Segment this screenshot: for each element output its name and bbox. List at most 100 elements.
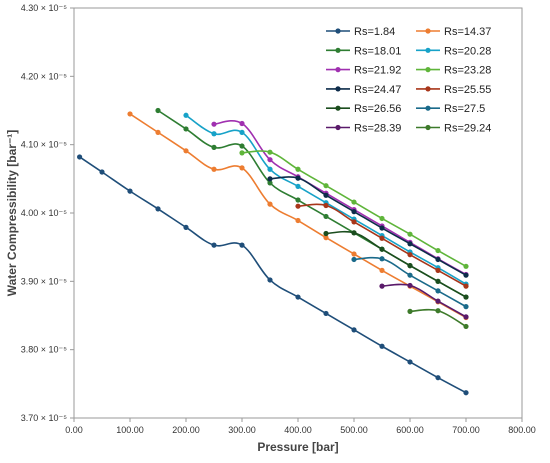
legend-label: Rs=26.56 [354,103,401,115]
data-point [211,166,217,172]
data-point [463,283,469,289]
data-point [407,308,413,314]
data-point [435,278,441,284]
x-axis: 0.00 100.00 200.00 300.00 400.00 500.00 600.00… [65,418,536,435]
legend-label: Rs=29.24 [444,123,491,135]
y-tick-label: 4.10 × 10⁻⁵ [21,140,68,150]
series-line [269,176,467,276]
data-point [323,213,329,220]
data-point [323,192,329,198]
data-point [239,143,245,149]
data-point [239,242,245,248]
data-point [435,298,441,304]
x-tick-label: 600.00 [396,425,424,435]
legend-item: Rs=14.37 [416,26,491,38]
x-axis-title: Pressure [bar] [257,440,338,454]
legend-label: Rs=14.37 [444,26,491,38]
series-line [381,283,467,318]
data-point [379,283,385,289]
legend-label: Rs=24.47 [354,84,401,96]
series-line [157,109,467,298]
data-point [435,308,441,314]
legend-label: Rs=28.39 [354,123,401,135]
data-point [435,256,441,263]
series-Rs=26.56 [323,230,469,300]
series-Rs=25.55 [295,202,469,289]
data-point [351,199,357,205]
legend-swatch-marker [335,28,341,34]
legend-swatch-marker [425,105,431,111]
data-point [211,131,217,137]
data-point [267,157,273,163]
y-tick-label: 3.80 × 10⁻⁵ [21,345,68,355]
legend-item: Rs=23.28 [416,65,491,77]
data-point [239,165,245,171]
data-point [127,111,133,117]
legend-swatch-marker [335,47,341,53]
data-point [407,241,413,247]
legend-swatch-marker [425,86,431,92]
data-point [463,323,469,330]
legend-item: Rs=20.28 [416,45,491,57]
legend-label: Rs=1.84 [354,26,395,38]
data-point [295,217,301,224]
legend-label: Rs=21.92 [354,65,401,77]
series-Rs=20.28 [183,112,469,287]
data-point [295,294,301,300]
data-point [267,201,273,207]
data-point [183,126,189,132]
legend-swatch-marker [425,124,431,131]
data-point [323,183,329,189]
data-point [267,277,273,283]
data-point [379,267,385,273]
legend-swatch-marker [425,67,431,73]
legend-item: Rs=26.56 [326,103,401,115]
data-point [183,112,189,118]
data-point [463,390,469,396]
y-tick-label: 4.30 × 10⁻⁵ [21,3,68,13]
x-tick-label: 800.00 [508,425,536,435]
data-point [183,224,189,230]
data-point [295,175,301,181]
series-line [325,230,467,298]
data-point [323,202,329,209]
data-point [351,230,357,236]
x-tick-label: 400.00 [284,425,312,435]
data-point [379,246,385,252]
data-point [323,235,329,241]
legend-swatch-marker [425,28,431,34]
data-point [211,121,217,127]
y-tick-label: 4.20 × 10⁻⁵ [21,71,68,81]
series-layer [77,107,469,396]
legend-swatch-marker [335,105,341,111]
data-point [407,359,413,365]
data-point [351,256,357,263]
legend-item: Rs=24.47 [326,84,401,96]
data-point [239,120,245,127]
data-point [379,343,385,349]
data-point [211,242,217,248]
data-point [295,197,301,203]
data-point [183,148,189,154]
series-Rs=18.01 [155,107,469,300]
y-axis-title: Water Compressibility [bar⁻¹] [5,130,19,297]
data-point [463,263,469,269]
legend-item: Rs=29.24 [416,123,491,135]
legend-item: Rs=18.01 [326,45,401,57]
legend-item: Rs=1.84 [326,26,395,38]
data-point [407,282,413,289]
data-point [323,310,329,317]
data-point [463,314,469,320]
data-point [463,294,469,300]
data-point [351,219,357,225]
data-point [239,129,245,135]
series-Rs=1.84 [77,154,469,396]
data-point [267,149,273,155]
data-point [407,272,413,278]
x-tick-label: 100.00 [116,425,144,435]
data-point [127,188,133,194]
data-point [267,176,273,182]
data-point [351,209,357,215]
x-tick-label: 700.00 [452,425,480,435]
data-point [351,327,357,333]
